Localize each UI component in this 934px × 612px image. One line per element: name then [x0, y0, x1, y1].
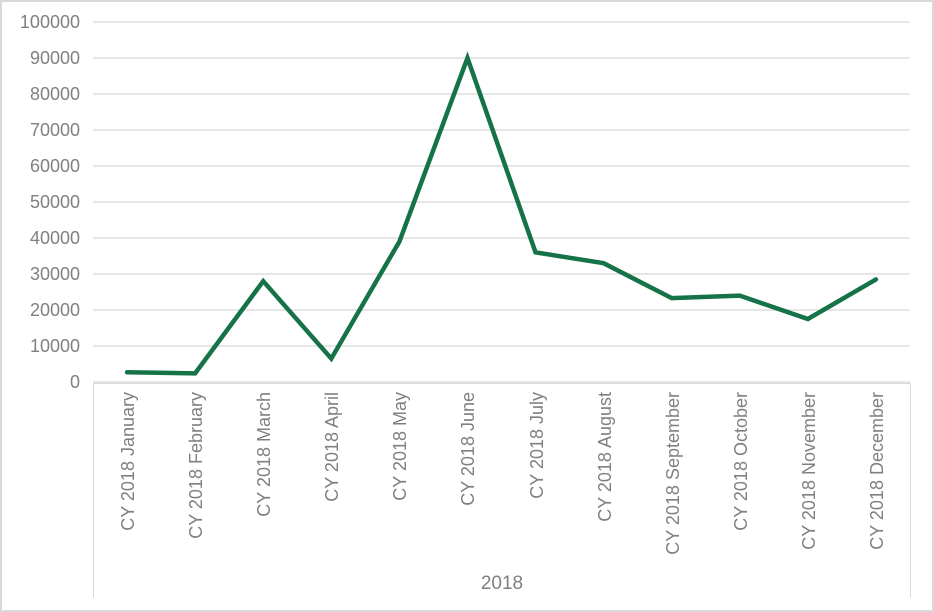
x-tick-label: CY 2018 July	[526, 392, 547, 499]
y-tick-label: 20000	[29, 300, 80, 320]
x-tick-label: CY 2018 October	[730, 392, 751, 531]
x-tick-label: CY 2018 February	[186, 392, 207, 539]
x-tick-label: CY 2018 August	[594, 392, 615, 522]
y-tick-label: 0	[69, 372, 80, 392]
series-line[interactable]	[124, 51, 879, 376]
y-tick-label: 50000	[29, 192, 80, 212]
category-axis-box: 2018 CY 2018 January CY 2018 February CY 2…	[93, 383, 911, 598]
y-tick-label: 30000	[29, 264, 80, 284]
x-tick-label: CY 2018 December	[866, 392, 887, 550]
plot-svg	[93, 21, 910, 383]
x-tick-label: CY 2018 June	[458, 392, 479, 506]
x-tick-label: CY 2018 November	[798, 392, 819, 550]
x-tick-label: CY 2018 April	[322, 392, 343, 502]
x-tick-label: CY 2018 March	[254, 392, 275, 517]
y-tick-label: 40000	[29, 228, 80, 248]
y-axis: 100000 90000 80000 70000 60000 50000 40000 3000…	[8, 12, 80, 392]
y-tick-label: 60000	[29, 156, 80, 176]
y-tick-label: 70000	[29, 120, 80, 140]
plot-area	[93, 21, 910, 383]
x-tick-label: CY 2018 January	[118, 392, 139, 531]
y-tick-label: 80000	[29, 84, 80, 104]
x-tick-label: CY 2018 September	[662, 392, 683, 555]
y-tick-label: 90000	[29, 48, 80, 68]
y-tick-label: 100000	[19, 12, 80, 32]
x-tick-label: CY 2018 May	[390, 392, 411, 501]
y-tick-label: 10000	[29, 336, 80, 356]
axis-group-label: 2018	[480, 573, 524, 594]
